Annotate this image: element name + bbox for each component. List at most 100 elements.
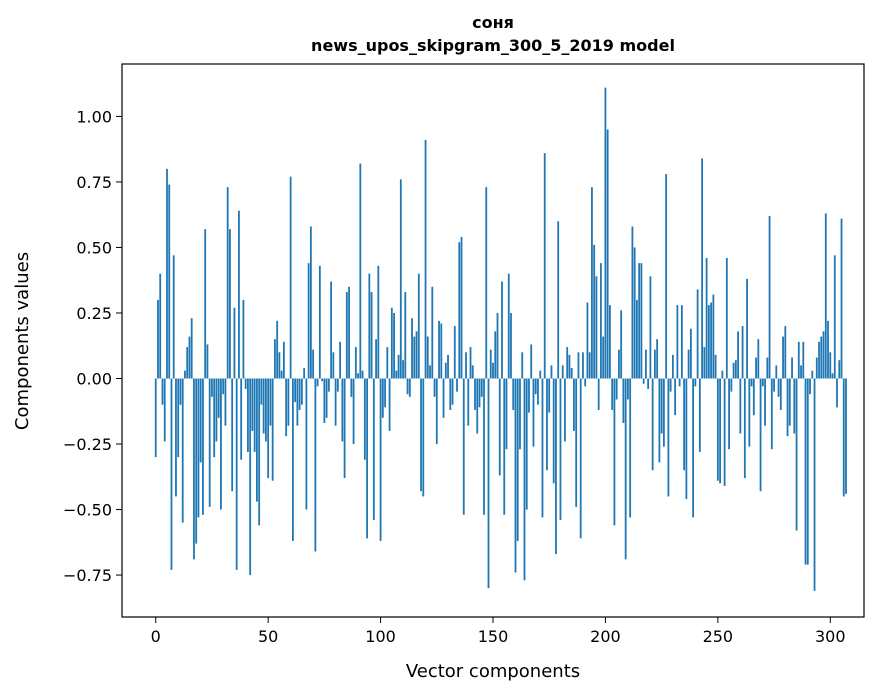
bar [638,263,641,379]
bar [298,378,301,410]
bar [687,349,690,379]
bar [370,292,373,379]
bar [636,299,638,379]
bar [750,378,753,387]
bar [345,292,348,379]
bar [604,87,607,379]
bar [505,378,508,450]
bar [694,378,697,387]
bar [680,305,683,379]
bar [647,378,650,389]
bar [478,378,481,408]
bar [190,318,193,379]
bar [806,378,809,565]
bar [278,352,281,379]
bar [397,354,400,379]
bar [721,370,724,379]
bar [730,378,733,392]
bar [748,378,751,447]
bar [354,347,357,379]
bar [289,176,292,379]
bar [555,378,557,555]
bar [235,378,238,570]
bar [402,360,404,379]
bar [460,236,463,379]
bar [348,286,350,379]
y-tick-label: 1.00 [76,107,112,126]
bar [707,305,710,379]
bar [492,362,494,379]
plot-frame [121,63,865,618]
bar [303,368,306,379]
bar [838,360,841,379]
bar [343,378,346,479]
bar [564,378,566,442]
bar [698,378,701,452]
bar [316,378,319,387]
bar [829,352,832,379]
bar [719,378,721,484]
bar [575,378,578,507]
bar [788,378,791,426]
bar [352,378,355,445]
bar [253,378,256,452]
bar [618,349,620,379]
bar [485,187,488,379]
bar [519,378,521,450]
bar [541,378,544,518]
bar [537,378,539,405]
bars-group [154,87,847,591]
x-axis-ticks: 0 50 100 150 200 250 300 [151,617,846,646]
bar [640,263,643,379]
bar [779,378,782,410]
bar [483,378,485,515]
bar [440,323,443,379]
bar [406,378,409,395]
bar [217,378,220,418]
bar [530,344,533,379]
bar [548,378,551,413]
chart-subtitle: news_upos_skipgram_300_5_2019 model [311,36,675,55]
bar [426,336,429,379]
bar [222,378,225,395]
y-tick-label: 0.50 [76,238,112,257]
bar [546,378,548,471]
bar [476,378,479,434]
bar [712,294,715,379]
bar [285,378,288,437]
bar [166,168,168,379]
bar [705,257,708,379]
bar [629,378,632,518]
bar [685,378,688,500]
bar [184,370,186,379]
bar [256,378,258,502]
bar [244,378,247,389]
bar [170,378,173,570]
bar [606,129,609,379]
bar [163,378,166,442]
y-tick-label: −0.75 [63,566,112,585]
bar [557,221,560,379]
bar [287,378,290,426]
bar [653,349,656,379]
bar [820,336,823,379]
bar [611,378,614,410]
x-tick-label: 100 [365,627,396,646]
bar [202,378,204,515]
bar [465,352,467,379]
bar [811,370,814,379]
bar [172,255,175,379]
bar [570,368,573,379]
bar [667,378,670,497]
bar [507,273,510,379]
bar [247,378,249,452]
bar [487,378,490,589]
bar [393,312,395,379]
bar [395,370,398,379]
bar [260,378,263,405]
bar [411,318,413,379]
bar [586,302,589,379]
bar [777,378,780,397]
bar [728,378,730,450]
